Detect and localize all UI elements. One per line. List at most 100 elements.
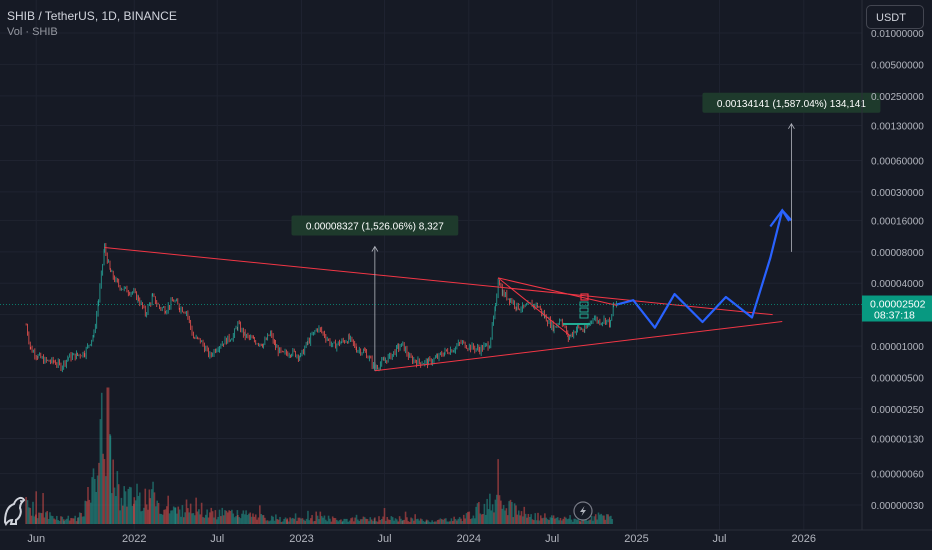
- volume-bar: [318, 519, 320, 524]
- volume-bar: [576, 519, 578, 524]
- currency-button[interactable]: USDT: [866, 5, 924, 29]
- volume-bar: [541, 518, 543, 524]
- volume-bar: [109, 435, 112, 524]
- volume-bar: [33, 516, 36, 524]
- volume-bar: [468, 511, 471, 524]
- volume-bar: [572, 521, 574, 524]
- volume-bar: [273, 520, 276, 524]
- trendline-drawings[interactable]: [104, 247, 783, 372]
- volume-bar: [268, 521, 270, 524]
- volume-bar: [298, 517, 301, 524]
- volume-bar: [601, 515, 604, 524]
- volume-bar: [586, 520, 589, 524]
- volume-bar: [289, 517, 291, 524]
- volume-bar: [98, 462, 100, 524]
- volume-bar: [464, 518, 466, 524]
- volume-bar: [425, 519, 428, 524]
- volume-bar: [203, 517, 206, 524]
- volume-bar: [107, 387, 110, 524]
- volume-bar: [519, 515, 521, 524]
- volume-bar: [454, 519, 457, 524]
- volume-bar: [141, 510, 144, 524]
- volume-bar: [457, 518, 460, 524]
- volume-bar: [177, 506, 180, 524]
- volume-bar: [56, 515, 58, 524]
- volume-bar: [508, 501, 510, 524]
- volume-bar: [235, 516, 237, 524]
- price-axis[interactable]: 0.01000000 0.00500000 0.00250000 0.00130000…: [861, 0, 924, 530]
- volume-bar: [71, 518, 74, 524]
- volume-bar: [445, 518, 447, 524]
- volume-bar: [88, 499, 91, 524]
- volume-bar: [402, 520, 404, 524]
- volume-bar: [286, 518, 289, 524]
- volume-bar: [26, 500, 29, 524]
- volume-bar: [96, 475, 99, 524]
- price-tick-label: 0.01000000: [871, 29, 924, 40]
- volume-bar: [266, 520, 269, 524]
- volume-bar: [136, 483, 138, 524]
- volume-bar: [378, 516, 380, 524]
- volume-bar: [526, 517, 528, 524]
- volume-bar: [102, 453, 104, 524]
- volume-bar: [304, 520, 307, 524]
- volume-bar: [415, 519, 418, 524]
- volume-bar: [233, 517, 236, 524]
- volume-bar: [54, 519, 57, 524]
- flash-icon[interactable]: [573, 501, 593, 521]
- volume-bar: [483, 503, 486, 524]
- volume-bar: [527, 513, 530, 524]
- volume-bar: [180, 516, 182, 524]
- volume-bar: [414, 514, 416, 524]
- volume-bar: [610, 515, 612, 524]
- volume-bar: [330, 521, 333, 524]
- price-tick-label: 0.00250000: [871, 92, 924, 103]
- volume-bar: [198, 509, 200, 524]
- time-tick-label: Jul: [377, 533, 391, 545]
- volume-bar: [372, 521, 374, 524]
- time-tick-label: 2023: [289, 533, 313, 545]
- volume-bar: [152, 481, 154, 524]
- volume-bar: [269, 520, 272, 524]
- volume-bar: [305, 518, 308, 524]
- volume-bar: [149, 498, 152, 524]
- volume-bar: [574, 518, 577, 524]
- volume-legend[interactable]: Vol · SHIB: [7, 26, 58, 38]
- volume-bar: [309, 518, 312, 524]
- volume-bar: [117, 484, 120, 524]
- marker-red-box: [580, 293, 589, 301]
- tradingview-logo-icon[interactable]: [3, 496, 26, 526]
- volume-bar: [413, 520, 415, 524]
- volume-bar: [80, 512, 82, 524]
- volume-bar: [301, 518, 304, 524]
- volume-bar: [337, 521, 340, 524]
- volume-bar: [482, 513, 484, 524]
- volume-bar: [538, 520, 541, 524]
- volume-bar: [119, 510, 121, 524]
- volume-bar: [127, 488, 130, 524]
- volume-bar: [589, 519, 592, 524]
- price-tick-label: 0.00060000: [871, 157, 924, 168]
- price-range-measurements[interactable]: 0.00008327 (1,526.06%) 8,327 0.00134141 (…: [291, 92, 881, 371]
- volume-bar: [284, 517, 287, 524]
- volume-bar: [386, 516, 389, 524]
- volume-bar: [53, 518, 55, 524]
- time-tick-label: 2024: [457, 533, 481, 545]
- volume-bar: [66, 518, 68, 524]
- volume-bar: [439, 518, 442, 524]
- volume-bar: [387, 519, 390, 524]
- volume-bar: [487, 509, 490, 524]
- volume-bar: [32, 501, 34, 524]
- volume-bar: [346, 518, 348, 524]
- volume-bar: [92, 468, 95, 524]
- time-axis[interactable]: Jun 2022 Jul 2023 Jul 2024 Jul 2025 Jul 2026: [0, 529, 932, 545]
- volume-bar: [427, 520, 429, 524]
- volume-bar: [340, 519, 342, 524]
- volume-bar: [29, 507, 32, 524]
- volume-bar: [99, 419, 102, 524]
- symbol-title[interactable]: SHIB / TetherUS, 1D, BINANCE: [7, 9, 177, 23]
- volume-bar: [115, 496, 117, 524]
- projection-path[interactable]: [616, 208, 793, 329]
- volume-bar: [242, 510, 245, 524]
